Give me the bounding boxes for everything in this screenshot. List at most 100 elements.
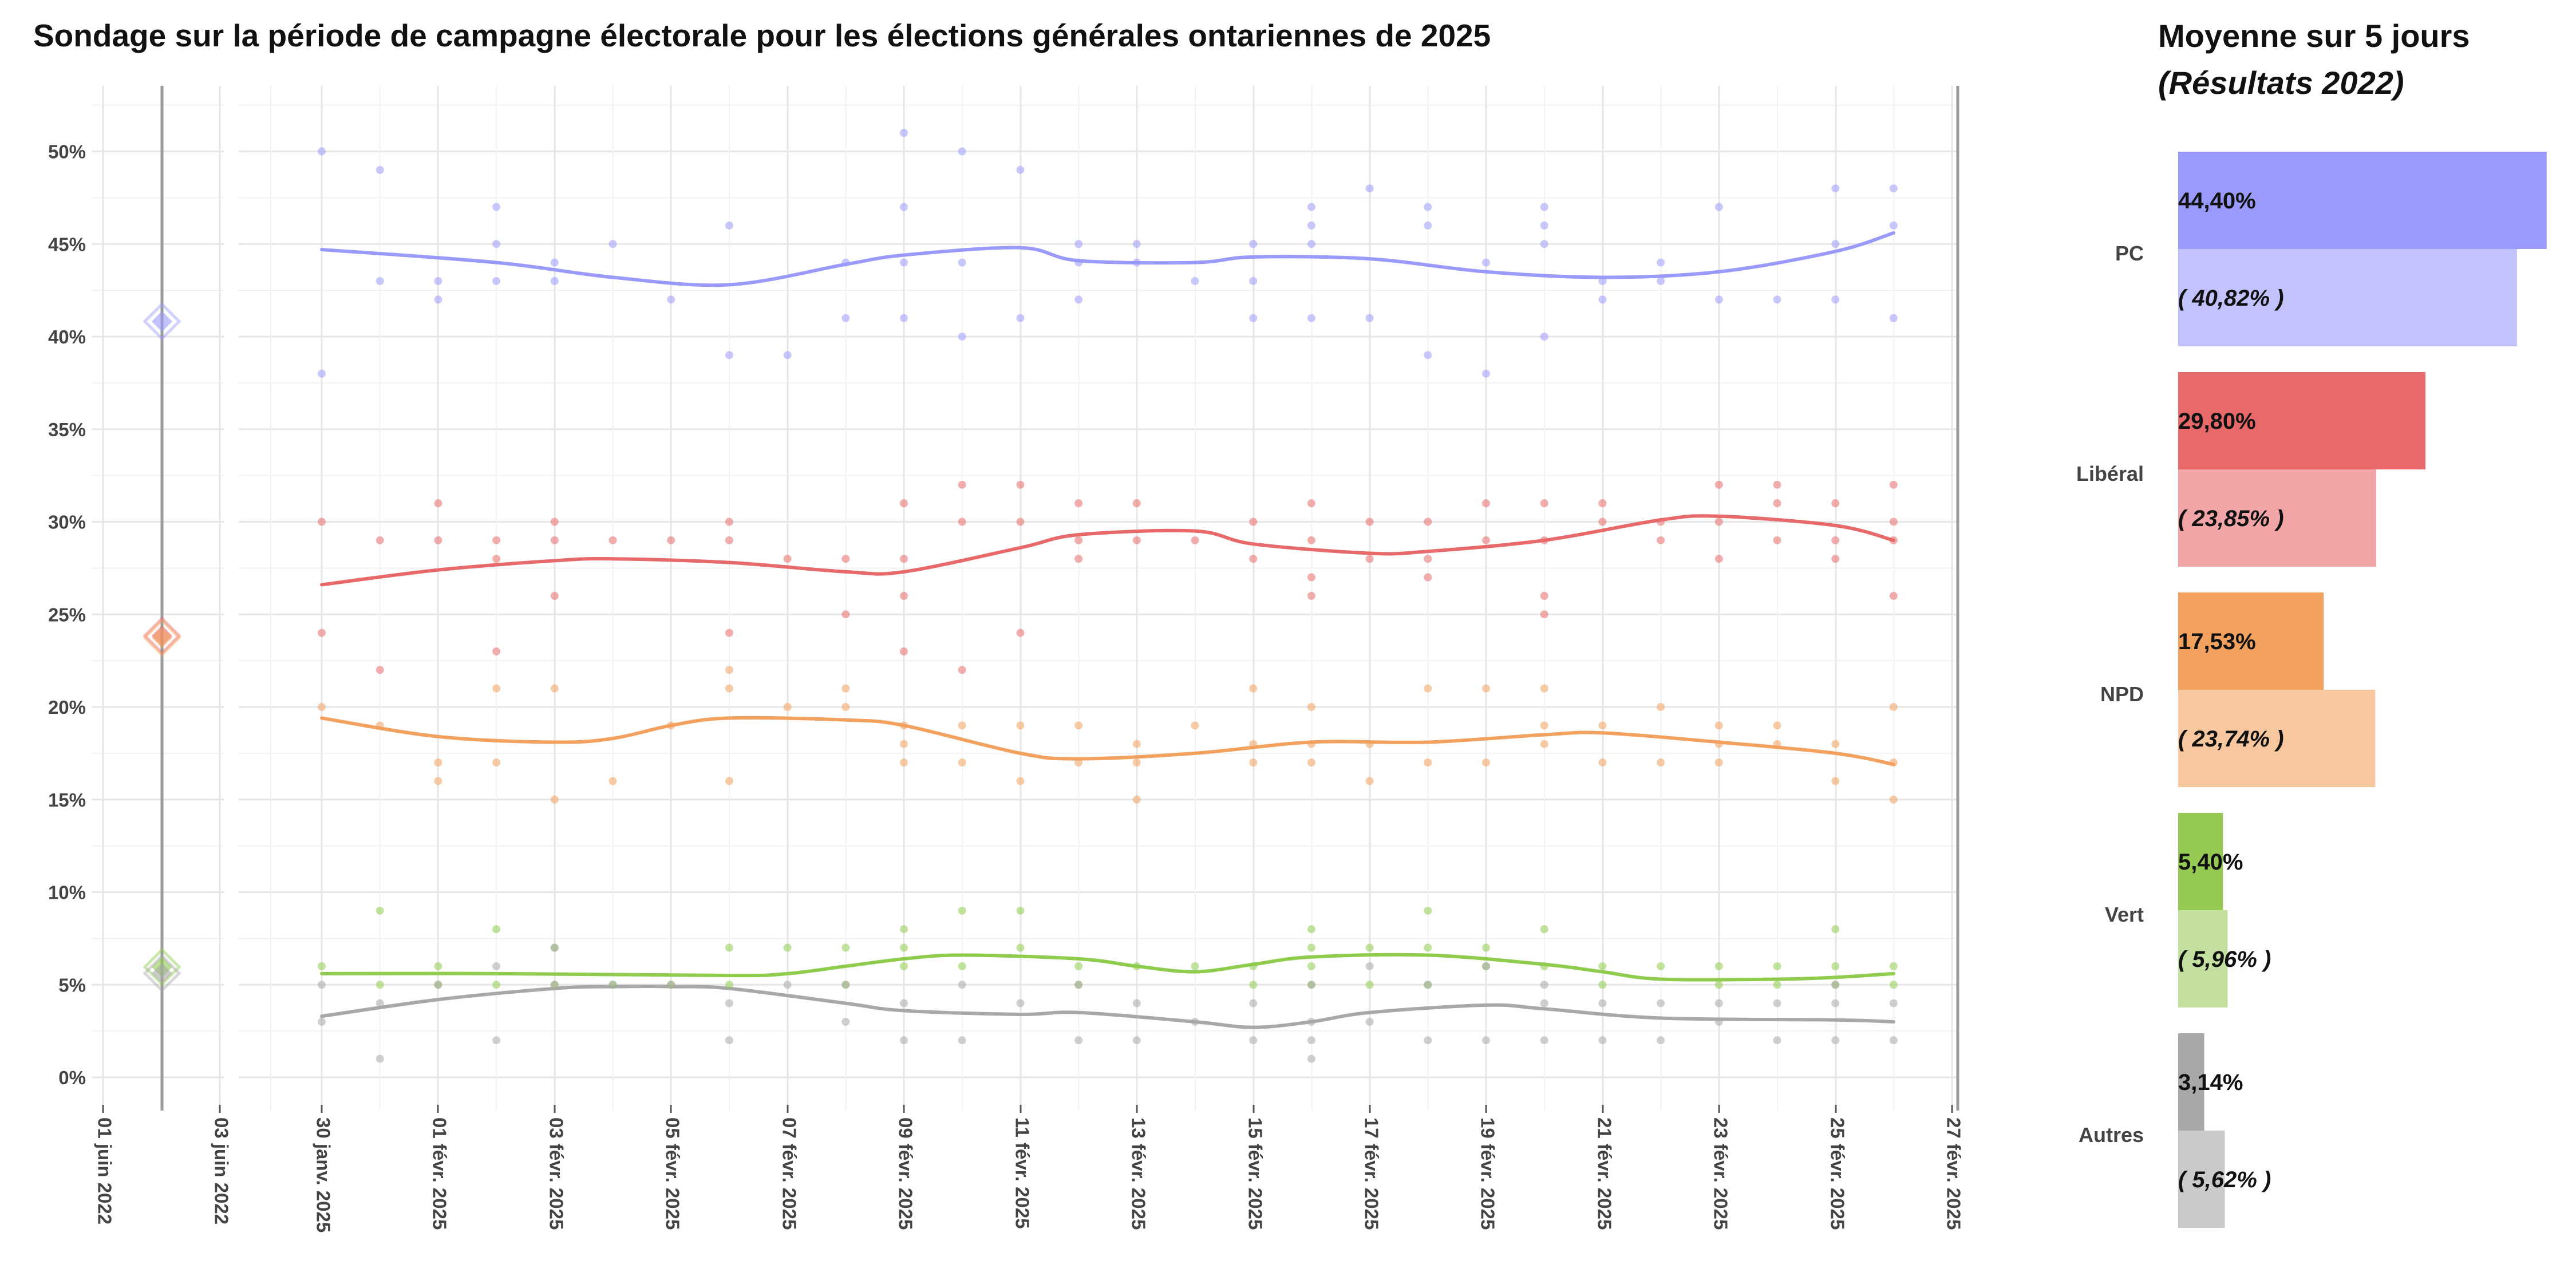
poll-point-libral: [550, 536, 559, 544]
poll-point-npd: [376, 721, 384, 730]
poll-point-pc: [841, 314, 850, 322]
x-tick-label: 13 févr. 2025: [1128, 1117, 1149, 1230]
bar-average-vert: [2178, 813, 2223, 910]
poll-point-libral: [725, 536, 733, 544]
poll-point-vert: [725, 981, 733, 989]
bar-average-pc: [2178, 152, 2547, 249]
poll-point-vert: [841, 943, 850, 952]
poll-point-libral: [1540, 591, 1548, 600]
poll-point-autres: [725, 1036, 733, 1045]
poll-point-npd: [1074, 721, 1083, 730]
poll-point-autres: [1657, 999, 1665, 1008]
poll-point-autres: [841, 1017, 850, 1026]
poll-point-pc: [1540, 333, 1548, 341]
poll-point-vert: [725, 943, 733, 952]
poll-point-npd: [841, 684, 850, 693]
axis-break: [1958, 86, 2038, 1111]
poll-point-libral: [1365, 517, 1374, 526]
poll-point-vert: [958, 962, 966, 970]
poll-point-libral: [1074, 499, 1083, 508]
poll-point-npd: [1889, 758, 1898, 767]
poll-point-libral: [900, 591, 908, 600]
poll-point-vert: [376, 981, 384, 989]
poll-point-autres: [434, 981, 442, 989]
y-tick-label: 5%: [58, 974, 86, 995]
poll-point-autres: [1016, 999, 1025, 1008]
x-tick-label: 27 févr. 2025: [1943, 1117, 1964, 1230]
poll-point-vert: [1307, 962, 1315, 970]
poll-point-npd: [841, 703, 850, 711]
bar-panel: PC 44,40% ( 40,82% ) Libéral 29,80% ( 23,85% …: [2076, 152, 2547, 1228]
poll-point-pc: [958, 333, 966, 341]
poll-point-vert: [376, 906, 384, 915]
poll-point-npd: [1424, 758, 1432, 767]
poll-point-autres: [1714, 1017, 1723, 1026]
poll-point-pc: [1249, 314, 1258, 322]
poll-point-vert: [783, 943, 792, 952]
side-panel-title: Moyenne sur 5 jours: [2158, 18, 2470, 54]
poll-point-pc: [1249, 276, 1258, 285]
poll-point-libral: [1307, 591, 1315, 600]
poll-point-libral: [1540, 610, 1548, 619]
poll-point-npd: [550, 684, 559, 693]
poll-point-pc: [1482, 369, 1490, 378]
poll-point-npd: [958, 758, 966, 767]
election-2022-marker-outer-pc: [143, 302, 181, 341]
poll-point-autres: [841, 981, 850, 989]
bar-average-libral: [2178, 372, 2426, 469]
poll-point-vert: [1889, 962, 1898, 970]
poll-point-autres: [1249, 999, 1258, 1008]
poll-point-libral: [376, 666, 384, 674]
poll-point-libral: [1657, 536, 1665, 544]
x-tick-label: 01 févr. 2025: [429, 1117, 450, 1230]
poll-point-vert: [1889, 981, 1898, 989]
poll-point-autres: [1540, 1036, 1548, 1045]
poll-point-npd: [1714, 721, 1723, 730]
poll-point-libral: [1074, 555, 1083, 563]
poll-point-autres: [609, 981, 617, 989]
poll-point-autres: [1773, 999, 1781, 1008]
poll-point-vert: [318, 962, 326, 970]
poll-point-vert: [1365, 943, 1374, 952]
poll-point-autres: [1424, 1036, 1432, 1045]
poll-point-libral: [900, 555, 908, 563]
y-tick-label: 40%: [48, 326, 86, 347]
poll-point-vert: [434, 962, 442, 970]
poll-point-npd: [1831, 777, 1840, 785]
poll-point-autres: [1482, 1036, 1490, 1045]
poll-point-npd: [1365, 740, 1374, 748]
trend-layer: [320, 231, 1895, 1029]
poll-point-vert: [1714, 981, 1723, 989]
poll-point-autres: [667, 981, 675, 989]
poll-point-npd: [434, 777, 442, 785]
bar-result-2022-label-npd: ( 23,74% ): [2178, 726, 2284, 752]
poll-point-vert: [1249, 962, 1258, 970]
trend-line-autres: [320, 985, 1895, 1029]
poll-point-pc: [492, 240, 501, 248]
poll-point-pc: [1424, 203, 1432, 211]
poll-point-autres: [1307, 981, 1315, 989]
poll-point-libral: [1598, 499, 1607, 508]
poll-point-autres: [783, 981, 792, 989]
poll-point-npd: [1074, 758, 1083, 767]
trend-line-npd: [320, 716, 1895, 767]
poll-point-npd: [434, 758, 442, 767]
poll-point-libral: [1132, 499, 1141, 508]
poll-point-autres: [1831, 981, 1840, 989]
poll-point-pc: [550, 258, 559, 267]
poll-point-libral: [434, 536, 442, 544]
poll-point-autres: [1773, 1036, 1781, 1045]
poll-point-npd: [609, 777, 617, 785]
y-tick-label: 10%: [48, 882, 86, 903]
poll-point-pc: [434, 295, 442, 304]
x-tick-label: 30 janv. 2025: [313, 1117, 334, 1232]
poll-point-pc: [1132, 240, 1141, 248]
poll-point-libral: [1307, 536, 1315, 544]
x-tick-label: 09 févr. 2025: [895, 1117, 916, 1230]
poll-point-libral: [1249, 517, 1258, 526]
bar-result-2022-npd: [2178, 690, 2376, 787]
poll-point-autres: [1889, 1036, 1898, 1045]
party-label-pc: PC: [2115, 242, 2144, 265]
poll-point-pc: [318, 147, 326, 156]
poll-point-vert: [1365, 981, 1374, 989]
